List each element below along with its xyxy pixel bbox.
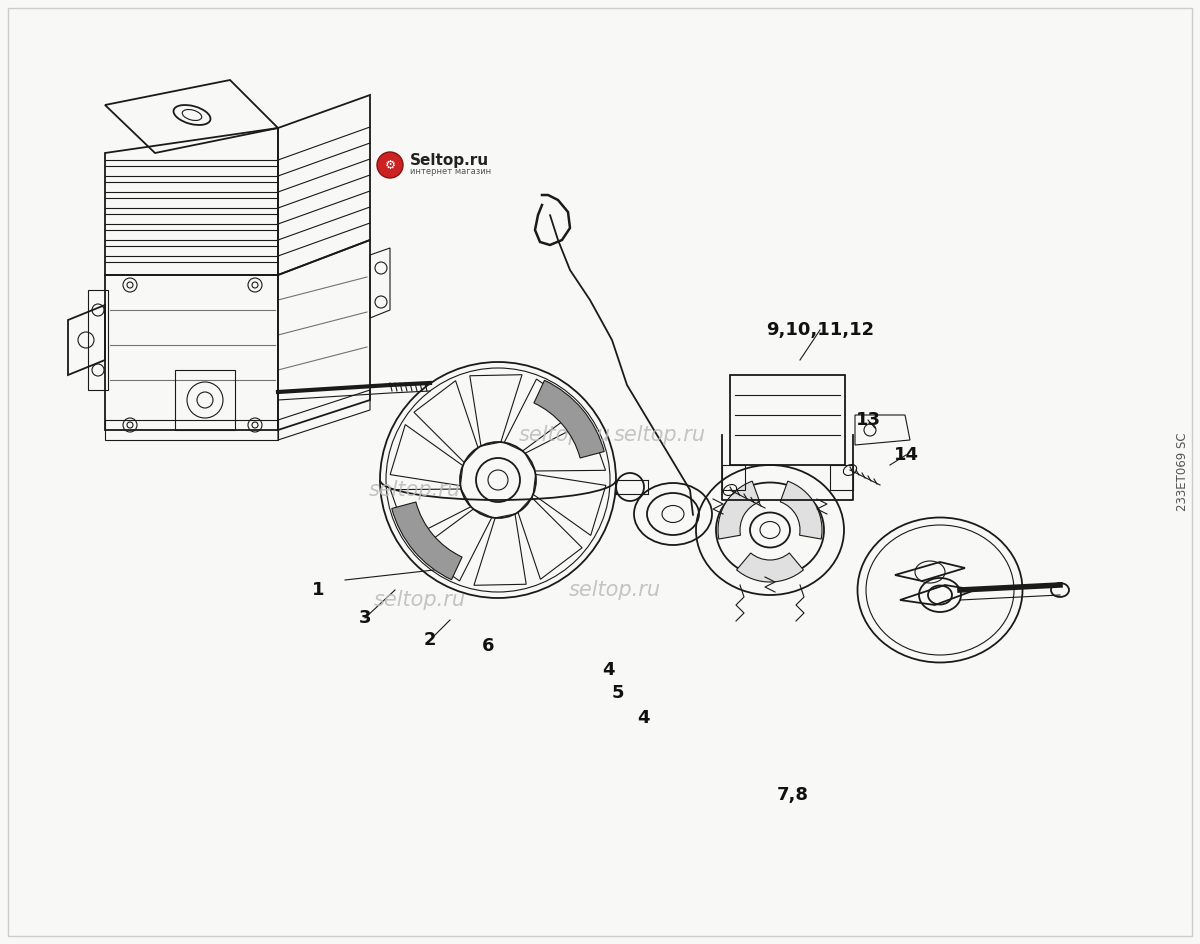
Text: 5: 5 xyxy=(612,684,624,702)
Text: 4: 4 xyxy=(601,661,614,679)
Text: 3: 3 xyxy=(359,609,371,627)
Text: 2: 2 xyxy=(424,631,437,649)
Wedge shape xyxy=(718,481,760,539)
Circle shape xyxy=(377,152,403,178)
Text: 7,8: 7,8 xyxy=(778,786,809,804)
Wedge shape xyxy=(737,553,804,582)
Text: 9,10,11,12: 9,10,11,12 xyxy=(766,321,874,339)
Text: 13: 13 xyxy=(856,411,881,429)
Text: seltop.ru: seltop.ru xyxy=(368,480,461,500)
Text: интернет магазин: интернет магазин xyxy=(410,166,491,176)
Wedge shape xyxy=(534,380,605,458)
Text: 233ET069 SC: 233ET069 SC xyxy=(1176,432,1189,512)
Text: 4: 4 xyxy=(637,709,649,727)
Text: Seltop.ru: Seltop.ru xyxy=(410,153,490,167)
Wedge shape xyxy=(391,502,462,580)
Text: 6: 6 xyxy=(481,637,494,655)
Text: seltop.ru: seltop.ru xyxy=(374,590,466,610)
Wedge shape xyxy=(780,481,822,539)
Text: 14: 14 xyxy=(894,446,918,464)
Text: seltop.ru: seltop.ru xyxy=(569,580,661,600)
Text: ⚙: ⚙ xyxy=(384,159,396,172)
Text: 1: 1 xyxy=(312,581,324,599)
Text: seltop.ru: seltop.ru xyxy=(614,425,706,445)
Text: seltop.ru: seltop.ru xyxy=(518,425,611,445)
